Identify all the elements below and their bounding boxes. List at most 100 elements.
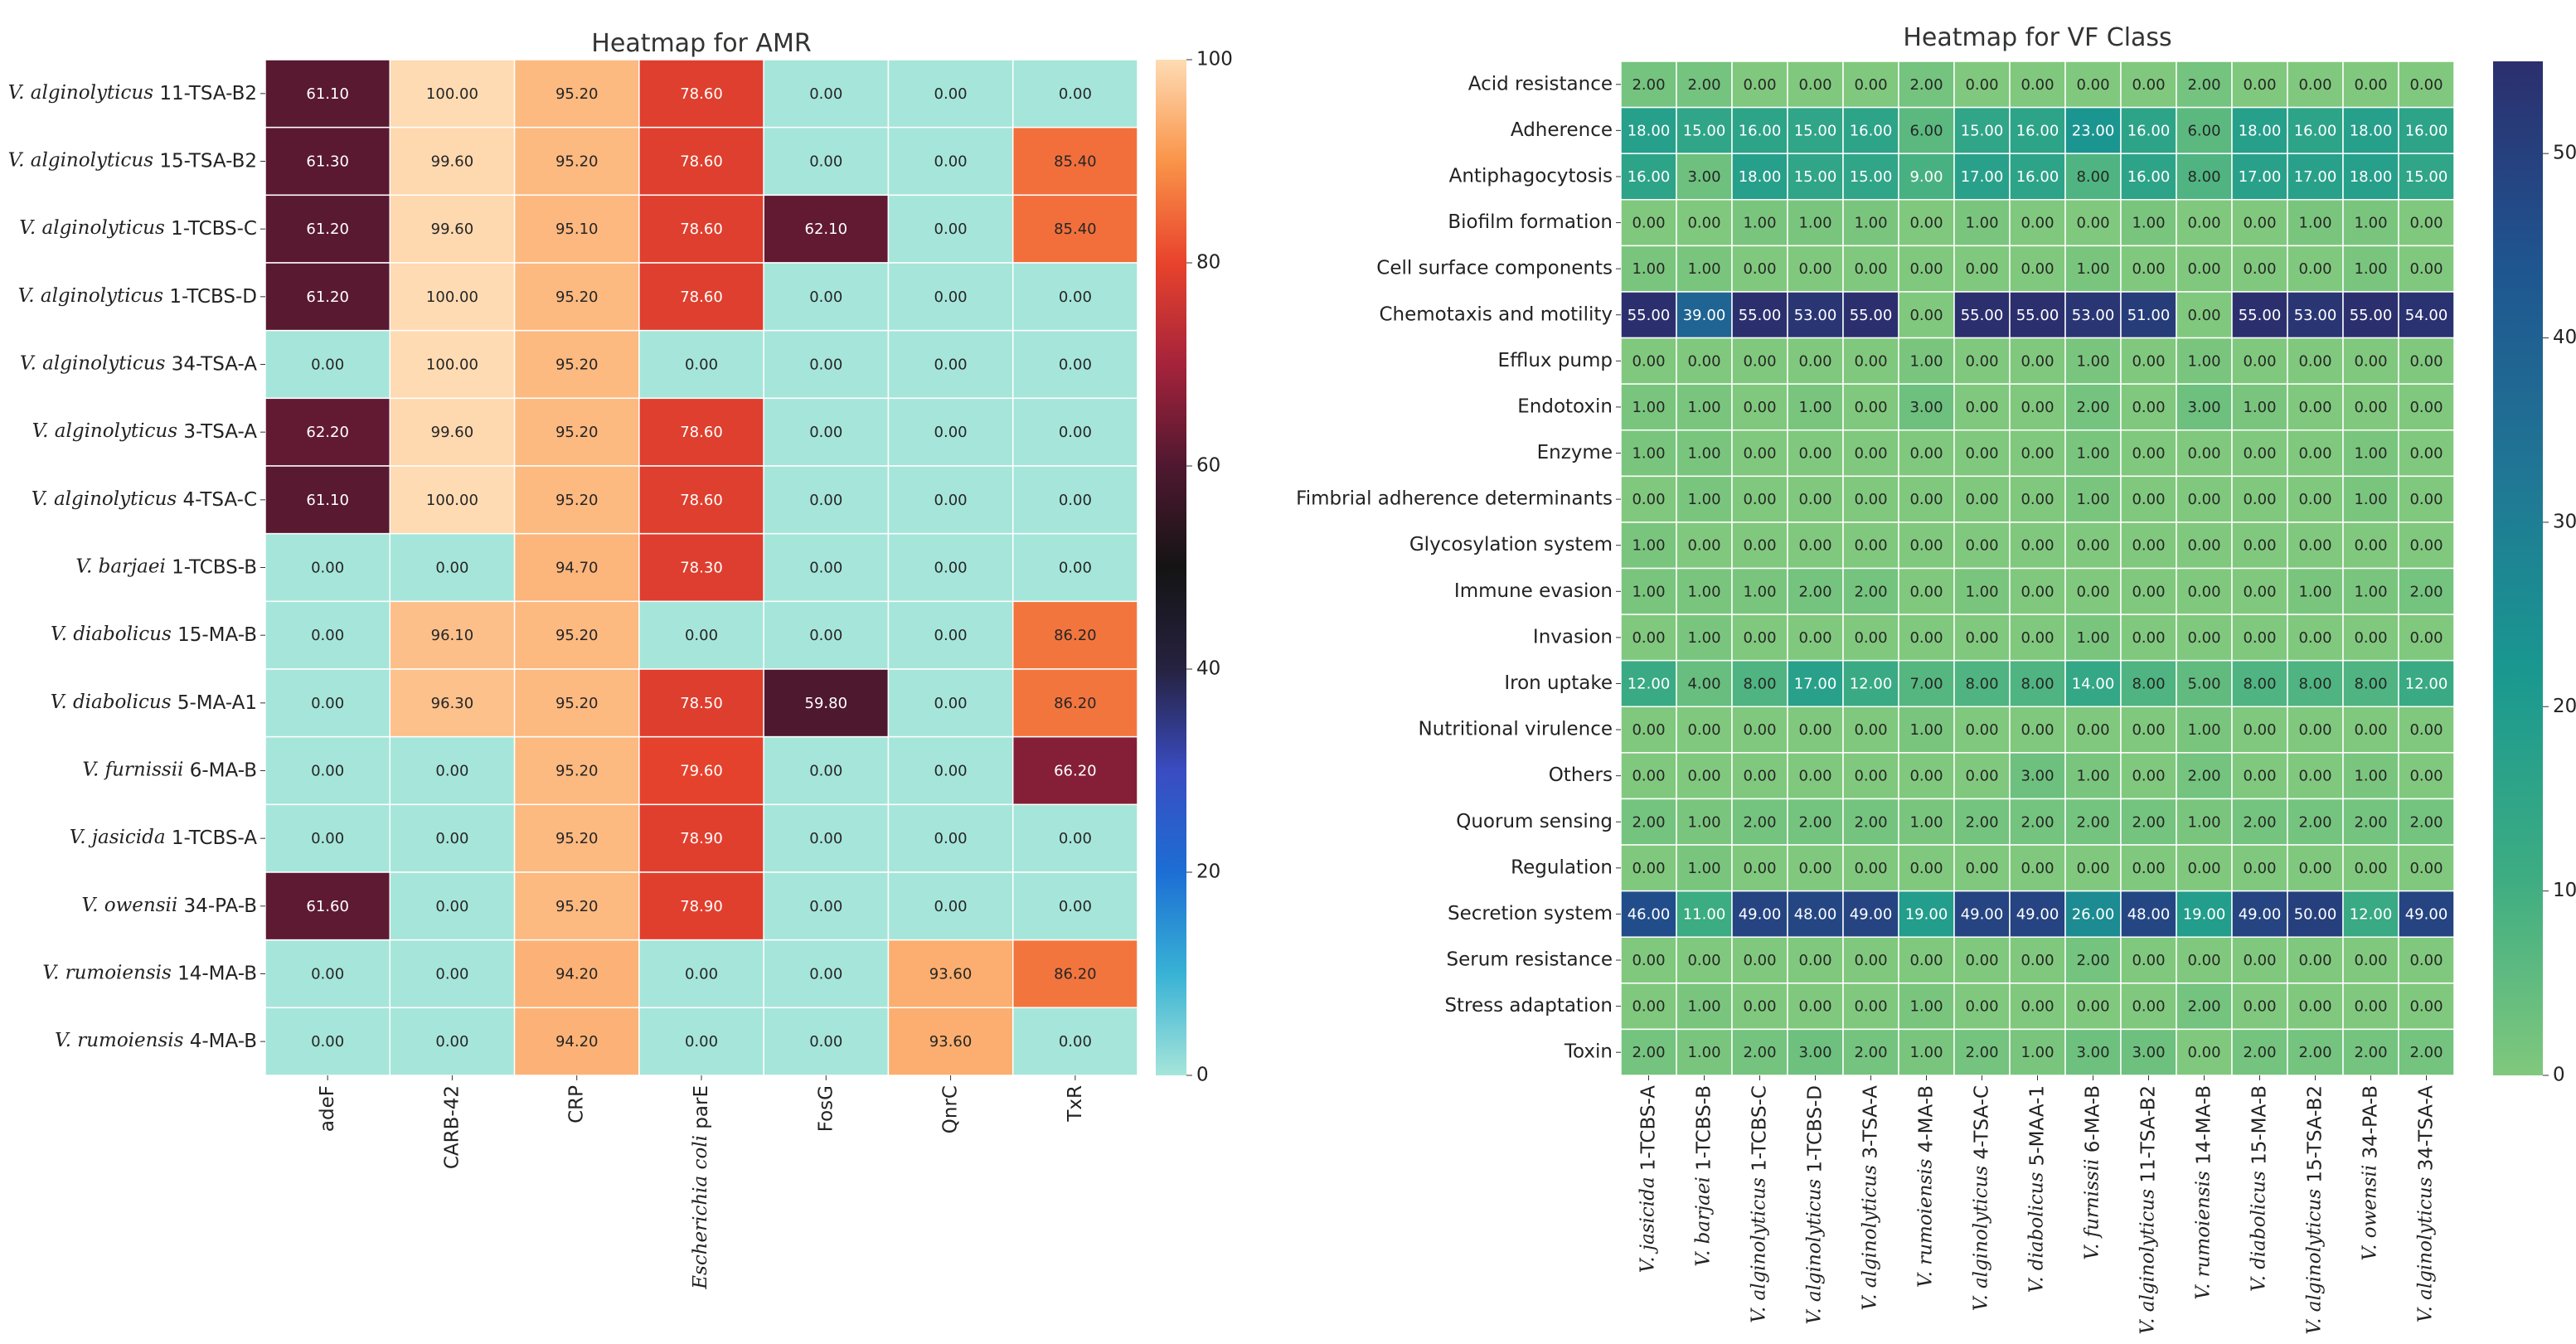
column-label-species: V. owensii bbox=[2360, 1158, 2381, 1260]
heatmap-cell bbox=[1676, 291, 1733, 339]
cell-value-label: 0.00 bbox=[1798, 491, 1831, 508]
cell-value-label: 0.00 bbox=[2298, 537, 2331, 555]
heatmap-cell bbox=[1620, 429, 1677, 478]
cell-value-label: 3.00 bbox=[2021, 768, 2054, 785]
column-label: adeF bbox=[317, 1085, 338, 1132]
cell-value-label: 99.60 bbox=[431, 424, 474, 441]
cell-value-label: 0.00 bbox=[2409, 721, 2443, 739]
cell-value-label: 0.00 bbox=[2409, 768, 2443, 785]
cell-value-label: 0.00 bbox=[1965, 399, 1998, 416]
column-label-strain: 1-TCBS-C bbox=[1749, 1085, 1770, 1172]
cell-value-label: 49.00 bbox=[1850, 905, 1893, 923]
cell-value-label: 15.00 bbox=[1961, 122, 2004, 139]
cell-value-label: 0.00 bbox=[2132, 445, 2165, 463]
cell-value-label: 1.00 bbox=[1743, 215, 1776, 232]
cell-value-label: 0.00 bbox=[1743, 860, 1776, 877]
cell-value-label: 0.00 bbox=[1965, 998, 1998, 1016]
cell-value-label: 0.00 bbox=[1798, 768, 1831, 785]
cell-value-label: 0.00 bbox=[934, 153, 968, 171]
cell-value-label: 1.00 bbox=[1687, 998, 1720, 1016]
cell-value-label: 15.00 bbox=[1850, 168, 1893, 186]
cell-value-label: 19.00 bbox=[2183, 905, 2226, 923]
row-label: Antiphagocytosis bbox=[1449, 165, 1613, 187]
heatmap-cell bbox=[2176, 291, 2233, 339]
heatmap-cell bbox=[389, 532, 516, 603]
cell-value-label: 0.00 bbox=[1632, 998, 1665, 1016]
heatmap-cell bbox=[264, 1007, 391, 1076]
heatmap-cell bbox=[1676, 245, 1733, 293]
cell-value-label: 0.00 bbox=[1632, 491, 1665, 508]
cell-value-label: 0.00 bbox=[2187, 445, 2220, 463]
cell-value-label: 0.00 bbox=[1687, 768, 1720, 785]
heatmap-cell bbox=[2009, 752, 2066, 800]
cell-value-label: 1.00 bbox=[1632, 399, 1665, 416]
heatmap-cell bbox=[2231, 798, 2288, 846]
row-label-strain: 1-TCBS-D bbox=[169, 285, 257, 307]
heatmap-cell bbox=[1953, 614, 2011, 662]
heatmap-cell bbox=[1953, 245, 2011, 293]
cell-value-label: 0.00 bbox=[2187, 952, 2220, 969]
heatmap-cell bbox=[1898, 659, 1955, 708]
column-label: V. alginolyticus 3-TSA-A bbox=[1860, 1085, 1882, 1311]
cell-value-label: 49.00 bbox=[1739, 905, 1782, 923]
cell-value-label: 11.00 bbox=[1683, 905, 1726, 923]
cell-value-label: 48.00 bbox=[1794, 905, 1837, 923]
cell-value-label: 0.00 bbox=[2409, 952, 2443, 969]
heatmap-cell bbox=[1842, 752, 1899, 800]
colorbar-tick-label: 100 bbox=[1196, 49, 1233, 70]
heatmap-cell bbox=[638, 803, 764, 873]
cell-value-label: 0.00 bbox=[2021, 76, 2054, 94]
cell-value-label: 0.00 bbox=[2409, 537, 2443, 555]
cell-value-label: 0.00 bbox=[1632, 215, 1665, 232]
cell-value-label: 2.00 bbox=[2187, 998, 2220, 1016]
cell-value-label: 0.00 bbox=[809, 560, 842, 577]
cell-value-label: 1.00 bbox=[1854, 215, 1887, 232]
cell-value-label: 15.00 bbox=[1794, 122, 1837, 139]
column-label-species: V. alginolyticus bbox=[2137, 1183, 2159, 1335]
cell-value-label: 2.00 bbox=[2354, 813, 2387, 831]
heatmap-cell bbox=[2009, 475, 2066, 523]
heatmap-cell bbox=[1731, 199, 1788, 247]
cell-value-label: 12.00 bbox=[2405, 675, 2448, 692]
heatmap-cell bbox=[1842, 61, 1899, 109]
heatmap-cell bbox=[763, 1007, 890, 1076]
heatmap-cell bbox=[1842, 291, 1899, 339]
cell-value-label: 0.00 bbox=[2076, 215, 2109, 232]
cell-value-label: 0.00 bbox=[2132, 860, 2165, 877]
heatmap-cell bbox=[638, 871, 764, 941]
cell-value-label: 8.00 bbox=[2298, 675, 2331, 692]
column-label: V. alginolyticus 34-TSA-A bbox=[2415, 1085, 2438, 1322]
cell-value-label: 0.00 bbox=[1687, 215, 1720, 232]
heatmap-cell bbox=[389, 262, 516, 332]
cell-value-label: 18.00 bbox=[2239, 122, 2282, 139]
heatmap-cell bbox=[2398, 245, 2455, 293]
cell-value-label: 95.20 bbox=[555, 763, 599, 780]
cell-value-label: 0.00 bbox=[2021, 998, 2054, 1016]
heatmap-cell bbox=[887, 465, 1014, 535]
cell-value-label: 0.00 bbox=[1854, 260, 1887, 278]
heatmap-cell bbox=[638, 939, 764, 1009]
cell-value-label: 1.00 bbox=[1687, 260, 1720, 278]
heatmap-cell bbox=[2287, 522, 2344, 570]
heatmap-cell bbox=[1620, 890, 1677, 938]
heatmap-cell bbox=[2176, 706, 2233, 754]
column-label-strain: 15-TSA-B2 bbox=[2304, 1085, 2326, 1183]
cell-value-label: 61.10 bbox=[306, 492, 349, 509]
row-label: V. rumoiensis 4-MA-B bbox=[55, 1030, 257, 1052]
heatmap-cell bbox=[1787, 429, 1844, 478]
colorbar bbox=[2493, 61, 2543, 1075]
row-label-species: V. diabolicus bbox=[51, 691, 177, 713]
cell-value-label: 0.00 bbox=[2132, 768, 2165, 785]
cell-value-label: 0.00 bbox=[2076, 998, 2109, 1016]
heatmap-cell bbox=[1898, 337, 1955, 385]
heatmap-cell bbox=[1676, 659, 1733, 708]
cell-value-label: 0.00 bbox=[1059, 357, 1092, 374]
heatmap-cell bbox=[2064, 614, 2122, 662]
cell-value-label: 0.00 bbox=[1854, 491, 1887, 508]
cell-value-label: 0.00 bbox=[1632, 629, 1665, 647]
cell-value-label: 2.00 bbox=[2243, 813, 2276, 831]
cell-value-label: 2.00 bbox=[1854, 813, 1887, 831]
cell-value-label: 1.00 bbox=[2354, 491, 2387, 508]
heatmap-cell bbox=[1620, 106, 1677, 154]
heatmap-cell bbox=[1620, 614, 1677, 662]
